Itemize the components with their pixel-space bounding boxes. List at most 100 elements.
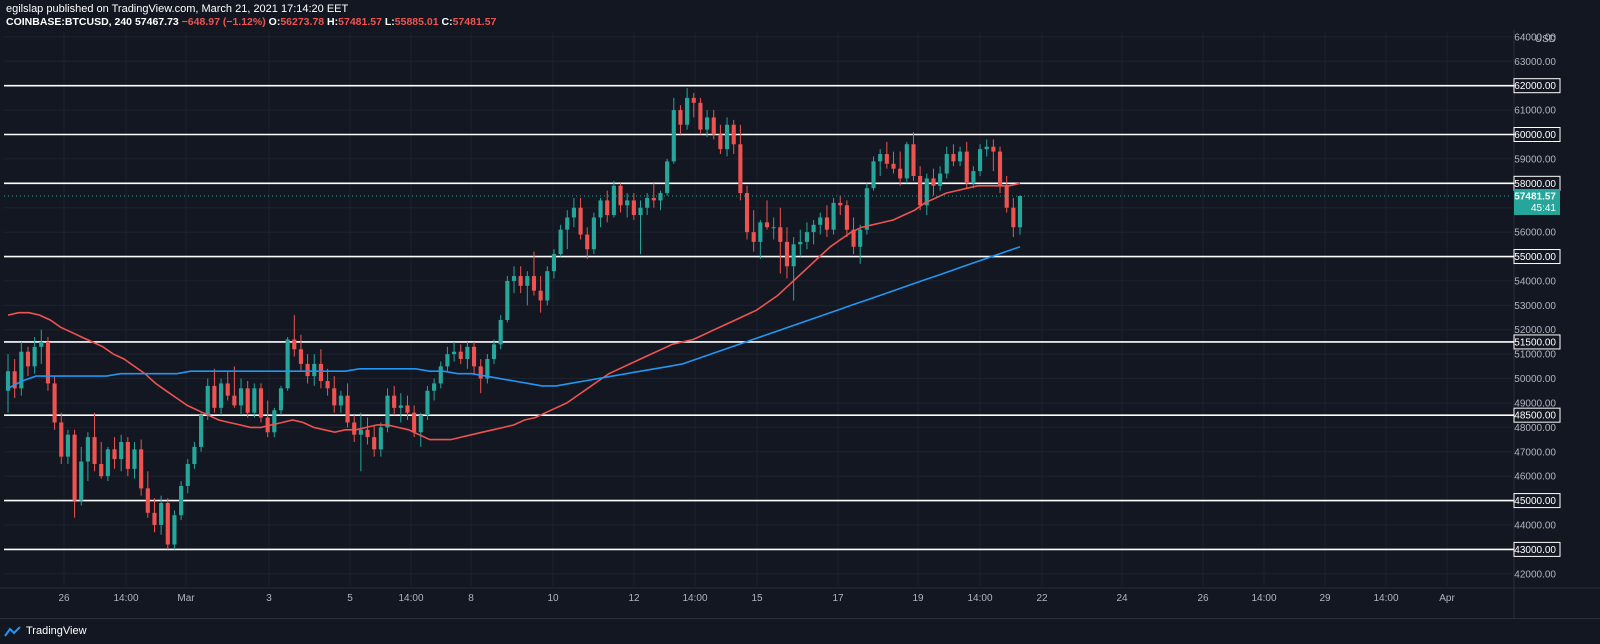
candle[interactable]: [325, 368, 330, 396]
candle[interactable]: [791, 237, 796, 301]
candle[interactable]: [32, 337, 37, 374]
candle[interactable]: [365, 417, 370, 445]
candle[interactable]: [645, 193, 650, 216]
candle[interactable]: [79, 446, 84, 506]
candle[interactable]: [165, 498, 170, 550]
candle[interactable]: [298, 334, 304, 372]
candle[interactable]: [771, 217, 776, 240]
candle[interactable]: [685, 88, 690, 130]
candle[interactable]: [511, 266, 517, 294]
candle[interactable]: [99, 442, 104, 479]
candle[interactable]: [798, 229, 803, 257]
candle[interactable]: [918, 166, 923, 211]
candle[interactable]: [445, 346, 450, 372]
candle[interactable]: [804, 222, 810, 250]
candle[interactable]: [571, 197, 576, 228]
candle[interactable]: [924, 173, 929, 216]
candle[interactable]: [491, 339, 497, 364]
candle[interactable]: [545, 266, 550, 306]
candle[interactable]: [192, 442, 197, 469]
candle[interactable]: [558, 224, 563, 257]
candle[interactable]: [1004, 175, 1009, 213]
candle[interactable]: [5, 354, 11, 413]
moving-average-slow[interactable]: [7, 246, 1021, 390]
candle[interactable]: [285, 337, 290, 391]
candle[interactable]: [671, 97, 676, 164]
candle[interactable]: [318, 349, 323, 389]
candle[interactable]: [245, 380, 250, 418]
candle[interactable]: [838, 195, 843, 216]
candle[interactable]: [425, 385, 430, 421]
candle[interactable]: [764, 200, 770, 230]
candle[interactable]: [432, 378, 437, 401]
candle[interactable]: [578, 197, 583, 240]
candle[interactable]: [372, 424, 377, 457]
candle[interactable]: [551, 249, 557, 279]
candle[interactable]: [598, 197, 603, 228]
candle[interactable]: [904, 141, 909, 184]
candle[interactable]: [731, 119, 736, 155]
candle[interactable]: [278, 385, 284, 416]
candle[interactable]: [891, 151, 896, 174]
candle[interactable]: [831, 197, 836, 235]
candle[interactable]: [405, 395, 410, 421]
candle[interactable]: [678, 105, 683, 135]
candle[interactable]: [392, 385, 397, 416]
candle[interactable]: [112, 437, 117, 469]
candle[interactable]: [452, 341, 457, 362]
candle[interactable]: [458, 344, 463, 364]
candle[interactable]: [611, 180, 616, 218]
candle[interactable]: [45, 337, 51, 391]
candle[interactable]: [205, 378, 210, 421]
candle[interactable]: [991, 139, 996, 172]
candle[interactable]: [172, 510, 177, 550]
candle[interactable]: [911, 132, 916, 181]
candle[interactable]: [751, 210, 756, 252]
candle[interactable]: [225, 371, 230, 401]
candle[interactable]: [858, 224, 863, 264]
candle[interactable]: [19, 341, 24, 396]
candle[interactable]: [338, 390, 343, 413]
candle[interactable]: [305, 354, 310, 384]
candle[interactable]: [884, 141, 889, 169]
candle[interactable]: [591, 212, 596, 255]
candle[interactable]: [265, 400, 270, 438]
candle[interactable]: [312, 354, 317, 386]
candle[interactable]: [698, 97, 703, 135]
candle[interactable]: [665, 158, 670, 196]
candle[interactable]: [605, 190, 610, 223]
candle[interactable]: [478, 359, 483, 394]
candle[interactable]: [378, 422, 383, 457]
candle[interactable]: [292, 315, 297, 357]
candle[interactable]: [105, 446, 110, 482]
time-axis[interactable]: 26 14:00 Mar 3 5 14:00 8 10 12 14:00 15 17 19 14:00 22…: [58, 593, 1455, 604]
price-axis[interactable]: USD 42000.00 43000.00 44000.00 45000.00 46000…: [1513, 32, 1561, 580]
candle[interactable]: [345, 383, 350, 428]
candle[interactable]: [185, 459, 190, 494]
candle[interactable]: [738, 124, 743, 201]
candle[interactable]: [125, 437, 130, 477]
moving-average-fast[interactable]: [7, 182, 1021, 441]
candle[interactable]: [52, 376, 57, 430]
candle[interactable]: [851, 217, 856, 255]
candle[interactable]: [705, 110, 710, 137]
candle[interactable]: [1011, 197, 1016, 238]
candle[interactable]: [984, 139, 989, 157]
price-chart[interactable]: USD 42000.00 43000.00 44000.00 45000.00 46000…: [0, 30, 1600, 618]
candle[interactable]: [658, 190, 663, 211]
candle[interactable]: [471, 341, 477, 374]
candle[interactable]: [199, 412, 204, 452]
candle[interactable]: [232, 366, 237, 408]
candle[interactable]: [744, 185, 750, 240]
candle[interactable]: [179, 481, 184, 521]
candle[interactable]: [39, 329, 44, 364]
candle[interactable]: [565, 210, 570, 250]
candle[interactable]: [252, 383, 257, 418]
candle[interactable]: [811, 219, 816, 245]
candle[interactable]: [72, 429, 77, 518]
candle[interactable]: [938, 166, 943, 191]
candle[interactable]: [139, 439, 144, 496]
candle[interactable]: [944, 146, 949, 179]
candle[interactable]: [931, 168, 936, 196]
candle[interactable]: [272, 407, 277, 438]
